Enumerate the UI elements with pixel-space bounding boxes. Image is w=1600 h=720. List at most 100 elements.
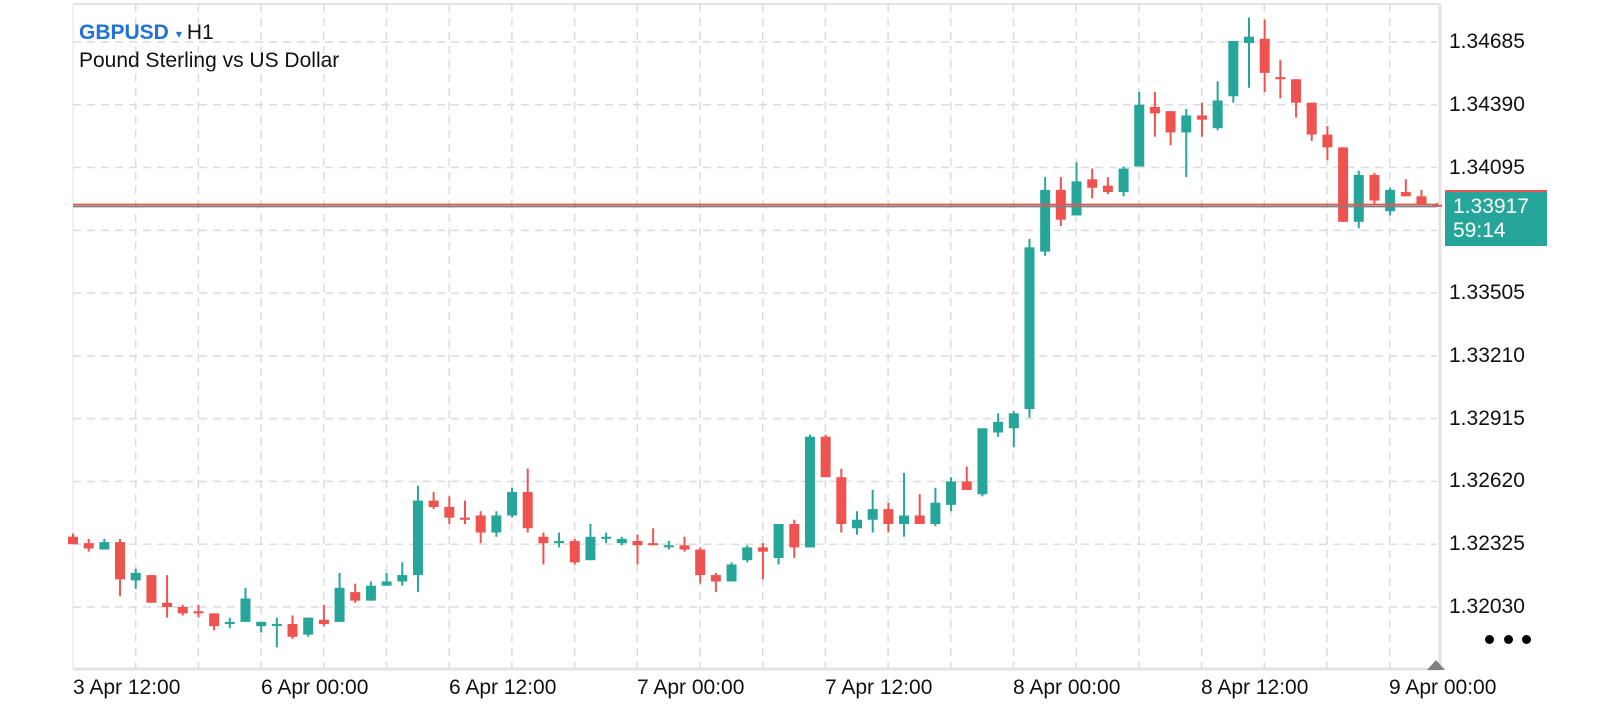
candle [83, 543, 94, 549]
candle [1118, 168, 1129, 193]
candle [1369, 175, 1380, 201]
candle [1134, 104, 1145, 167]
more-horizontal-icon[interactable] [1485, 628, 1531, 650]
candle [1416, 196, 1427, 205]
candle [1228, 40, 1239, 97]
candle [115, 542, 126, 580]
candle [648, 543, 659, 546]
time-axis-label: 3 Apr 12:00 [73, 676, 181, 699]
dropdown-caret-icon[interactable]: ▾ [175, 27, 182, 41]
candle [1008, 413, 1019, 429]
candle [1149, 106, 1160, 114]
time-axis-label: 7 Apr 12:00 [825, 676, 933, 699]
candle [318, 619, 329, 625]
candle [460, 517, 470, 520]
price-axis-label: 1.32325 [1449, 532, 1525, 556]
candle [710, 575, 721, 582]
symbol-selector[interactable]: GBPUSD [79, 21, 169, 44]
candle [130, 572, 141, 581]
timeframe-label[interactable]: H1 [186, 21, 214, 44]
candle [695, 549, 706, 576]
chart-header: GBPUSD ▾ H1 Pound Sterling vs US Dollar [79, 20, 339, 74]
candle [632, 541, 643, 546]
candle [1291, 79, 1302, 103]
candle [1275, 77, 1286, 80]
bar-countdown: 59:14 [1453, 219, 1506, 242]
price-tag-accent [1445, 190, 1547, 192]
candle [1196, 115, 1207, 120]
candle [930, 502, 941, 525]
candle [899, 515, 910, 525]
candle [271, 624, 282, 627]
candle [444, 506, 455, 518]
candle [914, 515, 925, 525]
candle [1087, 179, 1098, 188]
current-price-value: 1.33917 [1453, 195, 1529, 218]
time-axis-label: 8 Apr 12:00 [1201, 676, 1309, 699]
candle [1102, 185, 1113, 193]
candle [789, 524, 800, 548]
candle [993, 421, 1004, 433]
candle [867, 509, 878, 520]
candle [209, 613, 220, 627]
candle [757, 547, 768, 552]
price-axis-label: 1.34095 [1449, 155, 1525, 179]
candle [1306, 102, 1317, 135]
candle [99, 542, 110, 550]
candle [1165, 111, 1176, 133]
time-axis-label: 9 Apr 00:00 [1389, 676, 1497, 699]
price-axis-label: 1.33210 [1449, 343, 1525, 367]
candle [256, 621, 267, 627]
candle [1024, 247, 1035, 410]
candle [726, 564, 737, 582]
candle [240, 598, 251, 622]
candle [491, 515, 502, 533]
time-axis-label: 6 Apr 12:00 [449, 676, 557, 699]
candle [1181, 115, 1192, 133]
candle [538, 536, 549, 544]
candle [177, 607, 188, 614]
candle [663, 545, 674, 548]
candle [1259, 38, 1270, 73]
candle [412, 500, 423, 576]
candle [1071, 181, 1082, 216]
candle [820, 436, 831, 478]
candle [616, 538, 627, 544]
current-price-tag: 1.33917 59:14 [1445, 192, 1547, 246]
candle [1040, 189, 1051, 252]
candle [287, 624, 298, 637]
candle [193, 611, 204, 614]
candle [1385, 189, 1396, 212]
price-axis-label: 1.34390 [1449, 92, 1525, 116]
triangle-up-icon[interactable] [1427, 660, 1445, 670]
candle [554, 541, 565, 544]
candle [852, 519, 862, 529]
candle [1338, 147, 1349, 222]
candle [679, 545, 690, 550]
price-axis-label: 1.32030 [1449, 595, 1525, 618]
price-axis-label: 1.33505 [1449, 281, 1525, 305]
instrument-description: Pound Sterling vs US Dollar [79, 49, 340, 72]
candle [836, 477, 847, 525]
candle [381, 581, 392, 586]
time-axis-label: 6 Apr 00:00 [261, 676, 369, 699]
candle [601, 536, 612, 539]
candle [1322, 134, 1333, 148]
candle [946, 481, 957, 505]
candle [585, 536, 596, 561]
candle [1212, 100, 1223, 129]
candle [68, 536, 78, 545]
candle [977, 428, 988, 495]
candle [162, 602, 173, 607]
candle [1432, 204, 1443, 207]
price-axis-label: 1.32620 [1449, 469, 1525, 493]
candle [303, 617, 314, 635]
candle [334, 587, 345, 622]
candle [350, 592, 361, 601]
candle [522, 492, 533, 529]
candle [507, 492, 518, 516]
candle [1353, 175, 1364, 222]
candle [742, 547, 753, 561]
